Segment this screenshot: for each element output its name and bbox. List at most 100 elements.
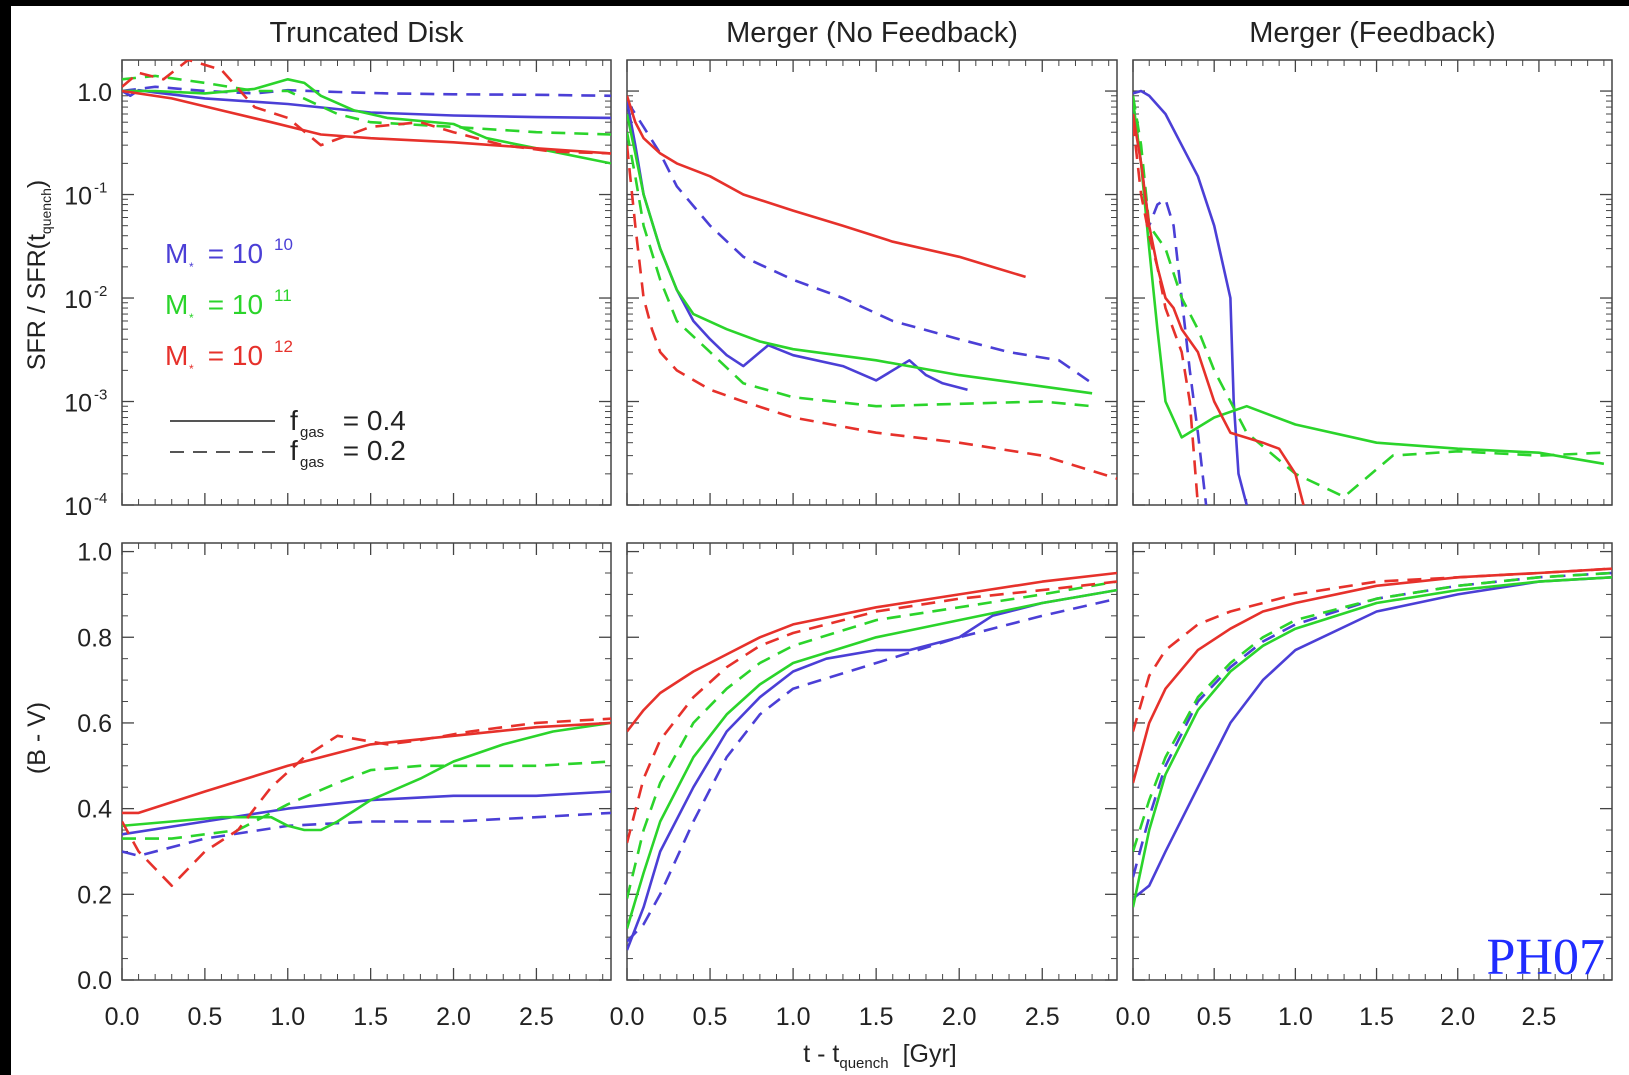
top-y-tick-exponent: -4 [94, 490, 107, 507]
series-line-1e12-fgas-0.4 [627, 95, 1026, 279]
panel-title: Merger (Feedback) [1249, 17, 1496, 49]
legend-fgas-label: f [290, 405, 298, 436]
series-line-1e11-fgas-0.2 [627, 580, 1117, 899]
legend-entry-mass-1e11: M * = 10 11 [165, 286, 292, 325]
bottom-y-tick-label: 0.0 [77, 967, 112, 995]
x-tick-label: 1.0 [270, 1003, 305, 1031]
series-line-1e11-fgas-0.4 [1133, 576, 1612, 908]
top-ylabel-sub: quench [38, 188, 54, 234]
x-tick-label: 2.0 [1440, 1003, 1475, 1031]
legend: M * = 10 10 M * = 10 11 M * = 10 12 f ga… [165, 235, 406, 471]
x-tick-label: 0.5 [693, 1003, 728, 1031]
legend-mass-eq: = 10 [200, 238, 263, 269]
bottom-y-axis-label: (B - V) [23, 702, 51, 774]
x-tick-label: 2.5 [519, 1003, 554, 1031]
x-tick-label: 0.5 [1197, 1003, 1232, 1031]
top-y-axis-label: SFR / SFR(tquench) [23, 180, 54, 370]
legend-mass-exp: 12 [274, 337, 293, 356]
panel-frame [121, 542, 612, 981]
legend-fgas-sub: gas [300, 454, 324, 471]
top-ylabel-main: SFR / SFR(t [23, 234, 51, 370]
series-line-1e11-fgas-0.4 [627, 588, 1117, 929]
series-line-1e12-fgas-0.2 [627, 145, 1117, 480]
top-ylabel-close: ) [23, 180, 51, 188]
legend-entry-fgas-04: f gas = 0.4 [170, 405, 406, 441]
x-tick-label: 0.0 [610, 1003, 645, 1031]
panels-group: Truncated Disk Merger (No Feedback) Merger… [64, 17, 1613, 1031]
legend-entry-fgas-02: f gas = 0.2 [170, 435, 406, 471]
series-line-1e10-fgas-0.2 [1133, 571, 1612, 878]
series-line-1e10-fgas-0.4 [122, 790, 611, 836]
bottom-y-tick-label: 0.4 [77, 796, 112, 824]
x-tick-label: 1.5 [1359, 1003, 1394, 1031]
xlabel-sub: quench [839, 1055, 888, 1072]
series-line-1e10-fgas-0.2 [122, 811, 611, 858]
legend-fgas-eq: = 0.4 [335, 405, 406, 436]
legend-fgas-eq: = 0.2 [335, 435, 406, 466]
x-tick-label: 0.0 [105, 1003, 140, 1031]
x-tick-label: 2.5 [1522, 1003, 1557, 1031]
series-line-1e12-fgas-0.4 [122, 89, 611, 155]
top-y-tick-label: 10 [64, 390, 92, 418]
black-frame-top [0, 0, 1629, 6]
top-y-tick-label: 10 [64, 286, 92, 314]
series-line-1e11-fgas-0.2 [627, 131, 1093, 408]
panel-top-1 [626, 59, 1118, 506]
x-tick-label: 1.0 [1278, 1003, 1313, 1031]
svg-text:SFR / SFR(tquench): SFR / SFR(tquench) [23, 180, 54, 370]
x-tick-label: 2.0 [942, 1003, 977, 1031]
x-tick-label: 0.0 [1116, 1003, 1151, 1031]
panel-frame [1132, 542, 1613, 981]
x-tick-label: 2.5 [1025, 1003, 1060, 1031]
legend-mass-exp: 10 [274, 235, 293, 254]
panel-bottom-2 [1132, 542, 1613, 981]
x-tick-label: 2.0 [436, 1003, 471, 1031]
series-line-1e12-fgas-0.2 [1133, 122, 1200, 505]
top-y-tick-exponent: -1 [94, 180, 107, 197]
panel-frame [1132, 59, 1613, 506]
legend-mass-eq: = 10 [200, 340, 263, 371]
x-tick-label: 0.5 [187, 1003, 222, 1031]
panel-title: Merger (No Feedback) [726, 17, 1018, 49]
top-y-tick-label: 10 [64, 183, 92, 211]
panel-frame [121, 59, 612, 506]
top-y-tick-label: 10 [64, 493, 92, 521]
legend-mass-label: M [165, 289, 188, 320]
top-y-tick-exponent: -3 [94, 387, 107, 404]
x-tick-label: 1.5 [353, 1003, 388, 1031]
panel-bottom-0 [121, 542, 612, 981]
series-line-1e11-fgas-0.4 [122, 78, 611, 165]
legend-mass-sub: * [189, 311, 194, 325]
legend-mass-exp: 11 [274, 286, 292, 305]
legend-entry-mass-1e10: M * = 10 10 [165, 235, 293, 274]
bottom-ylabel: (B - V) [23, 702, 51, 774]
series-line-1e11-fgas-0.2 [1133, 95, 1604, 499]
legend-fgas-label: f [290, 435, 298, 466]
x-tick-label: 1.5 [859, 1003, 894, 1031]
bottom-y-tick-label: 0.8 [77, 624, 112, 652]
series-line-1e11-fgas-0.2 [1133, 571, 1612, 852]
series-line-1e10-fgas-0.4 [1133, 576, 1612, 900]
series-line-1e10-fgas-0.2 [627, 597, 1117, 943]
panel-top-2 [1132, 59, 1613, 506]
legend-mass-eq: = 10 [200, 289, 263, 320]
legend-mass-sub: * [189, 362, 194, 376]
bottom-y-tick-label: 0.6 [77, 710, 112, 738]
legend-mass-label: M [165, 238, 188, 269]
panel-frame [626, 542, 1118, 981]
series-line-1e11-fgas-0.4 [1133, 100, 1605, 466]
top-y-tick-label: 1.0 [77, 79, 112, 107]
series-line-1e12-fgas-0.2 [122, 60, 611, 155]
series-line-1e11-fgas-0.4 [627, 113, 1093, 395]
legend-mass-label: M [165, 340, 188, 371]
series-line-1e10-fgas-0.4 [1133, 89, 1248, 505]
xlabel-main: t - t [803, 1040, 839, 1068]
bottom-y-tick-label: 1.0 [77, 539, 112, 567]
x-axis-label: t - tquench [Gyr] [803, 1040, 957, 1072]
panel-title: Truncated Disk [270, 17, 464, 49]
series-line-1e12-fgas-0.2 [627, 580, 1117, 844]
svg-text:t - tquench[Gyr]: t - tquench [Gyr] [803, 1040, 957, 1072]
legend-mass-sub: * [189, 260, 194, 274]
series-line-1e12-fgas-0.4 [627, 571, 1117, 733]
